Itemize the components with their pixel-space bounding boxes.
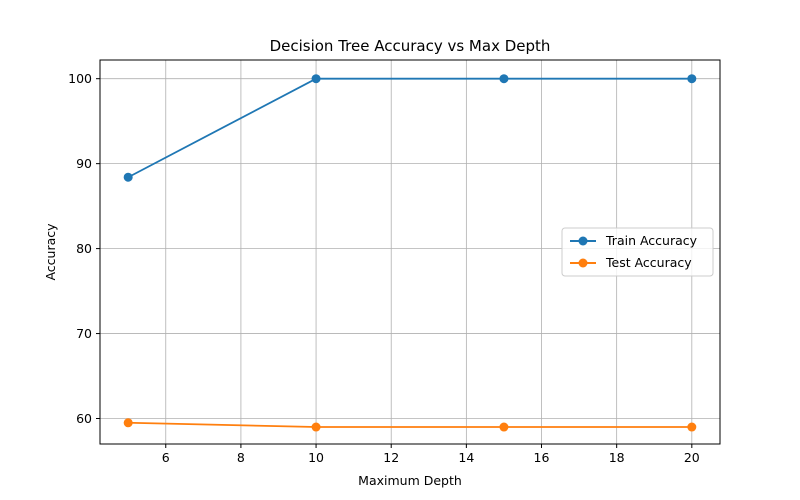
- data-point-test-accuracy: [311, 422, 321, 432]
- y-tick-label: 80: [76, 241, 92, 256]
- series-line-test-accuracy: [128, 421, 692, 428]
- legend-marker-test: [578, 258, 588, 268]
- chart-title: Decision Tree Accuracy vs Max Depth: [270, 37, 551, 55]
- y-axis-label: Accuracy: [43, 223, 58, 281]
- plot-frame: [99, 59, 721, 445]
- data-point-test-accuracy: [499, 422, 509, 432]
- y-tick-label: 60: [76, 411, 92, 426]
- series-line-train-accuracy: [127, 77, 692, 179]
- x-tick-label: 8: [237, 450, 245, 465]
- series: [123, 74, 697, 432]
- legend-label-train: Train Accuracy: [605, 233, 698, 248]
- y-tick-label: 70: [76, 326, 92, 341]
- x-tick-label: 16: [534, 450, 550, 465]
- data-point-test-accuracy: [687, 422, 697, 432]
- legend-label-test: Test Accuracy: [605, 255, 692, 270]
- data-point-train-accuracy: [687, 74, 697, 84]
- y-tick-label: 90: [76, 156, 92, 171]
- data-point-train-accuracy: [123, 172, 133, 182]
- x-tick-label: 20: [684, 450, 700, 465]
- legend: Train Accuracy Test Accuracy: [561, 227, 714, 277]
- ticks: 6 8 10 12 14 16 18 20 60 70 80 90 100: [68, 71, 700, 465]
- x-tick-label: 12: [383, 450, 399, 465]
- legend-marker-train: [578, 236, 588, 246]
- data-point-train-accuracy: [311, 74, 321, 84]
- data-point-test-accuracy: [123, 418, 133, 428]
- x-tick-label: 6: [162, 450, 170, 465]
- x-axis-label: Maximum Depth: [358, 473, 462, 488]
- x-tick-label: 14: [458, 450, 474, 465]
- data-point-train-accuracy: [499, 74, 509, 84]
- y-tick-label: 100: [68, 71, 92, 86]
- x-tick-label: 18: [609, 450, 625, 465]
- legend-frame: [561, 227, 714, 277]
- x-tick-label: 10: [308, 450, 324, 465]
